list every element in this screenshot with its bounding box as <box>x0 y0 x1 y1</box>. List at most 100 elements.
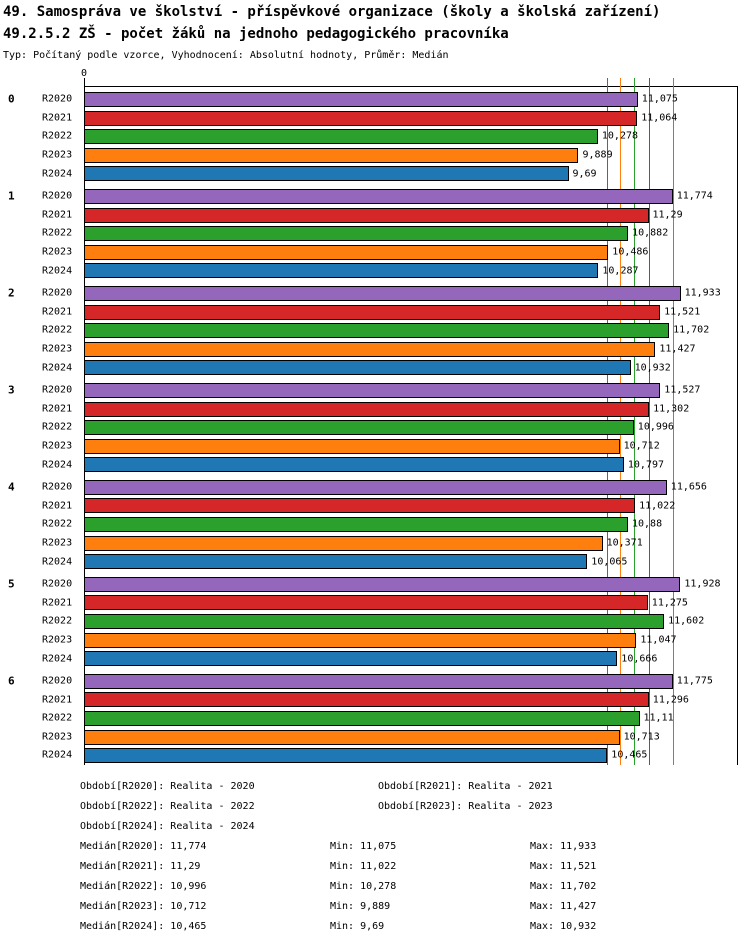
bar-R2024 <box>84 554 588 570</box>
bar-value-label: 10,287 <box>602 265 639 277</box>
bar-value-label: 11,928 <box>684 578 721 590</box>
bar-row: R2024 10,065 <box>0 552 750 571</box>
group-index-label: 0 <box>8 92 15 106</box>
series-label: R2024 <box>42 362 73 374</box>
series-label: R2024 <box>42 265 73 277</box>
series-label: R2023 <box>42 440 73 452</box>
legend-min: Min: 9,69 <box>330 921 385 932</box>
bar-row: 2 R2020 11,933 <box>0 284 750 303</box>
bar-group-2: 2 R2020 11,933 R2021 11,521 R2022 11,702 R2023 1… <box>0 284 750 377</box>
bar-R2024 <box>84 360 631 376</box>
bar-value-label: 11,933 <box>684 287 721 299</box>
bar-row: R2023 10,712 <box>0 437 750 456</box>
bar-value-label: 10,797 <box>627 459 665 471</box>
bar-value-label: 11,296 <box>652 694 689 706</box>
bar-R2022 <box>84 517 628 533</box>
bar-value-label: 11,656 <box>670 481 707 493</box>
bar-R2022 <box>84 129 598 145</box>
legend-period: Období[R2022]: Realita - 2022 <box>80 801 255 812</box>
bar-value-label: 11,427 <box>659 343 696 355</box>
legend-stat-row: Medián[R2021]: 11,29 Min: 11,022 Max: 11,5… <box>80 860 730 880</box>
legend-stat-row: Medián[R2020]: 11,774 Min: 11,075 Max: 11,… <box>80 840 730 860</box>
bar-row: 5 R2020 11,928 <box>0 575 750 594</box>
bar-value-label: 10,486 <box>612 246 649 258</box>
series-label: R2023 <box>42 731 73 743</box>
bar-row: R2021 11,521 <box>0 303 750 322</box>
series-label: R2023 <box>42 343 73 355</box>
legend: Období[R2020]: Realita - 2020 Období[R202… <box>80 780 730 940</box>
group-index-label: 6 <box>8 674 15 688</box>
legend-stat-row: Medián[R2023]: 10,712 Min: 9,889 Max: 11,4… <box>80 900 730 920</box>
series-label: R2022 <box>42 324 73 336</box>
bar-row: R2022 10,278 <box>0 127 750 146</box>
bar-row: 0 R2020 11,075 <box>0 90 750 109</box>
series-label: R2023 <box>42 537 73 549</box>
bar-row: R2023 10,713 <box>0 728 750 747</box>
bar-value-label: 11,064 <box>641 112 678 124</box>
group-index-label: 3 <box>8 383 15 397</box>
bar-value-label: 10,932 <box>634 362 671 374</box>
series-label: R2022 <box>42 518 73 530</box>
bar-row: R2021 11,022 <box>0 496 750 515</box>
bar-row: R2021 11,29 <box>0 206 750 225</box>
page-title: 49. Samospráva ve školství - příspěvkové… <box>3 4 661 20</box>
bar-R2023 <box>84 341 656 357</box>
bar-group-6: 6 R2020 11,775 R2021 11,296 R2022 11,11 R2023 10… <box>0 672 750 765</box>
series-label: R2020 <box>42 287 73 299</box>
bar-group-5: 5 R2020 11,928 R2021 11,275 R2022 11,602 R2023 1… <box>0 575 750 668</box>
series-label: R2023 <box>42 149 73 161</box>
legend-period: Období[R2020]: Realita - 2020 <box>80 781 255 792</box>
axis-top-line <box>84 86 738 87</box>
bar-value-label: 11,275 <box>651 597 688 609</box>
series-label: R2021 <box>42 209 73 221</box>
bar-R2021 <box>84 498 636 514</box>
legend-max: Max: 11,933 <box>530 841 597 852</box>
series-label: R2020 <box>42 675 73 687</box>
bar-R2024 <box>84 748 608 764</box>
bar-row: R2024 10,932 <box>0 358 750 377</box>
legend-stat-row: Medián[R2024]: 10,465 Min: 9,69 Max: 10,93… <box>80 920 730 940</box>
bar-row: R2021 11,064 <box>0 109 750 128</box>
bar-chart: 0 R2020 11,075 R2021 11,064 R2022 10,278 R2023 9… <box>0 90 750 769</box>
group-index-label: 4 <box>8 480 15 494</box>
bar-value-label: 9,69 <box>572 168 597 180</box>
group-index-label: 5 <box>8 577 15 591</box>
series-label: R2020 <box>42 93 73 105</box>
series-label: R2024 <box>42 168 73 180</box>
bar-row: R2024 10,666 <box>0 649 750 668</box>
bar-row: 6 R2020 11,775 <box>0 672 750 691</box>
bar-value-label: 10,465 <box>611 749 648 761</box>
group-index-label: 1 <box>8 189 15 203</box>
series-label: R2020 <box>42 578 73 590</box>
series-label: R2022 <box>42 130 73 142</box>
legend-min: Min: 11,022 <box>330 861 397 872</box>
bar-row: R2023 10,371 <box>0 534 750 553</box>
bar-R2022 <box>84 226 629 242</box>
bar-value-label: 11,774 <box>676 190 713 202</box>
bar-row: R2023 9,889 <box>0 146 750 165</box>
series-label: R2023 <box>42 246 73 258</box>
bar-value-label: 11,521 <box>664 306 701 318</box>
series-label: R2022 <box>42 421 73 433</box>
bar-value-label: 10,065 <box>591 556 628 568</box>
bar-R2022 <box>84 323 670 339</box>
bar-row: R2023 10,486 <box>0 243 750 262</box>
axis-right-line <box>737 86 738 765</box>
series-label: R2021 <box>42 112 73 124</box>
bar-R2021 <box>84 692 649 708</box>
series-label: R2021 <box>42 500 73 512</box>
legend-period: Období[R2021]: Realita - 2021 <box>378 781 553 792</box>
page-subtitle: 49.2.5.2 ZŠ - počet žáků na jednoho peda… <box>3 26 509 42</box>
bar-row: R2022 11,702 <box>0 321 750 340</box>
bar-value-label: 11,302 <box>653 403 690 415</box>
bar-R2023 <box>84 729 620 745</box>
bar-value-label: 11,047 <box>640 634 677 646</box>
bar-row: R2021 11,296 <box>0 690 750 709</box>
legend-period: Období[R2023]: Realita - 2023 <box>378 801 553 812</box>
bar-R2023 <box>84 438 620 454</box>
bar-R2020 <box>84 188 673 204</box>
bar-row: R2022 11,11 <box>0 709 750 728</box>
bar-row: R2021 11,302 <box>0 400 750 419</box>
bar-value-label: 11,702 <box>673 324 710 336</box>
series-label: R2021 <box>42 403 73 415</box>
